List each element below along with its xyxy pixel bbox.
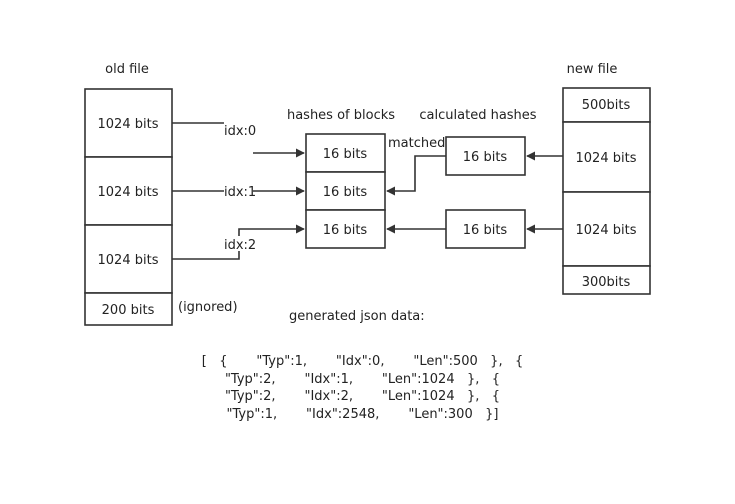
- hash-block-2: [305, 209, 386, 249]
- old-block-1: [84, 156, 173, 226]
- generated-json-heading: generated json data:: [289, 309, 425, 324]
- index-label-1: idx:1: [224, 185, 256, 200]
- hashes-of-blocks-heading: hashes of blocks: [287, 108, 395, 123]
- old-block-1-label: 1024 bits: [98, 185, 159, 200]
- calculated-column: 16 bits 16 bits: [445, 136, 526, 249]
- hash-block-2-label: 16 bits: [323, 223, 368, 238]
- new-file-column: 500bits 1024 bits 1024 bits 300bits: [562, 87, 651, 295]
- old-block-0: [84, 88, 173, 158]
- old-block-3-label: 200 bits: [102, 303, 155, 318]
- calc-block-1-label: 16 bits: [463, 223, 508, 238]
- new-block-1-label: 1024 bits: [576, 151, 637, 166]
- old-to-hash-connectors: [172, 122, 305, 260]
- new-block-2-label: 1024 bits: [576, 223, 637, 238]
- old-file-column: 1024 bits 1024 bits 1024 bits 200 bits: [84, 88, 173, 326]
- hashes-column: 16 bits 16 bits 16 bits: [305, 133, 386, 249]
- new-block-0: [562, 87, 651, 123]
- new-file-heading: new file: [567, 62, 618, 77]
- index-label-2: idx:2: [224, 238, 256, 253]
- connector-old-2: [172, 251, 240, 260]
- new-block-1: [562, 121, 651, 193]
- matched-label: matched: [388, 136, 445, 151]
- new-block-3: [562, 265, 651, 295]
- old-block-2: [84, 224, 173, 294]
- old-block-0-label: 1024 bits: [98, 117, 159, 132]
- old-block-3: [84, 292, 173, 326]
- new-block-2: [562, 191, 651, 267]
- index-label-0: idx:0: [224, 124, 256, 139]
- hash-block-0-label: 16 bits: [323, 147, 368, 162]
- match-connectors: [386, 151, 563, 234]
- calculated-hashes-heading: calculated hashes: [419, 108, 536, 123]
- generated-json-text: [ { "Typ":1, "Idx":0, "Len":500 }, { "Ty…: [201, 354, 553, 422]
- new-block-3-label: 300bits: [582, 275, 631, 290]
- hash-block-1-label: 16 bits: [323, 185, 368, 200]
- calc-block-0-label: 16 bits: [463, 150, 508, 165]
- hash-block-1: [305, 171, 386, 211]
- old-file-heading: old file: [105, 62, 149, 77]
- arrow-idx-2: [238, 224, 305, 236]
- arrow-matched: [386, 155, 446, 196]
- new-block-0-label: 500bits: [582, 98, 631, 113]
- ignored-note: (ignored): [178, 300, 238, 315]
- old-block-2-label: 1024 bits: [98, 253, 159, 268]
